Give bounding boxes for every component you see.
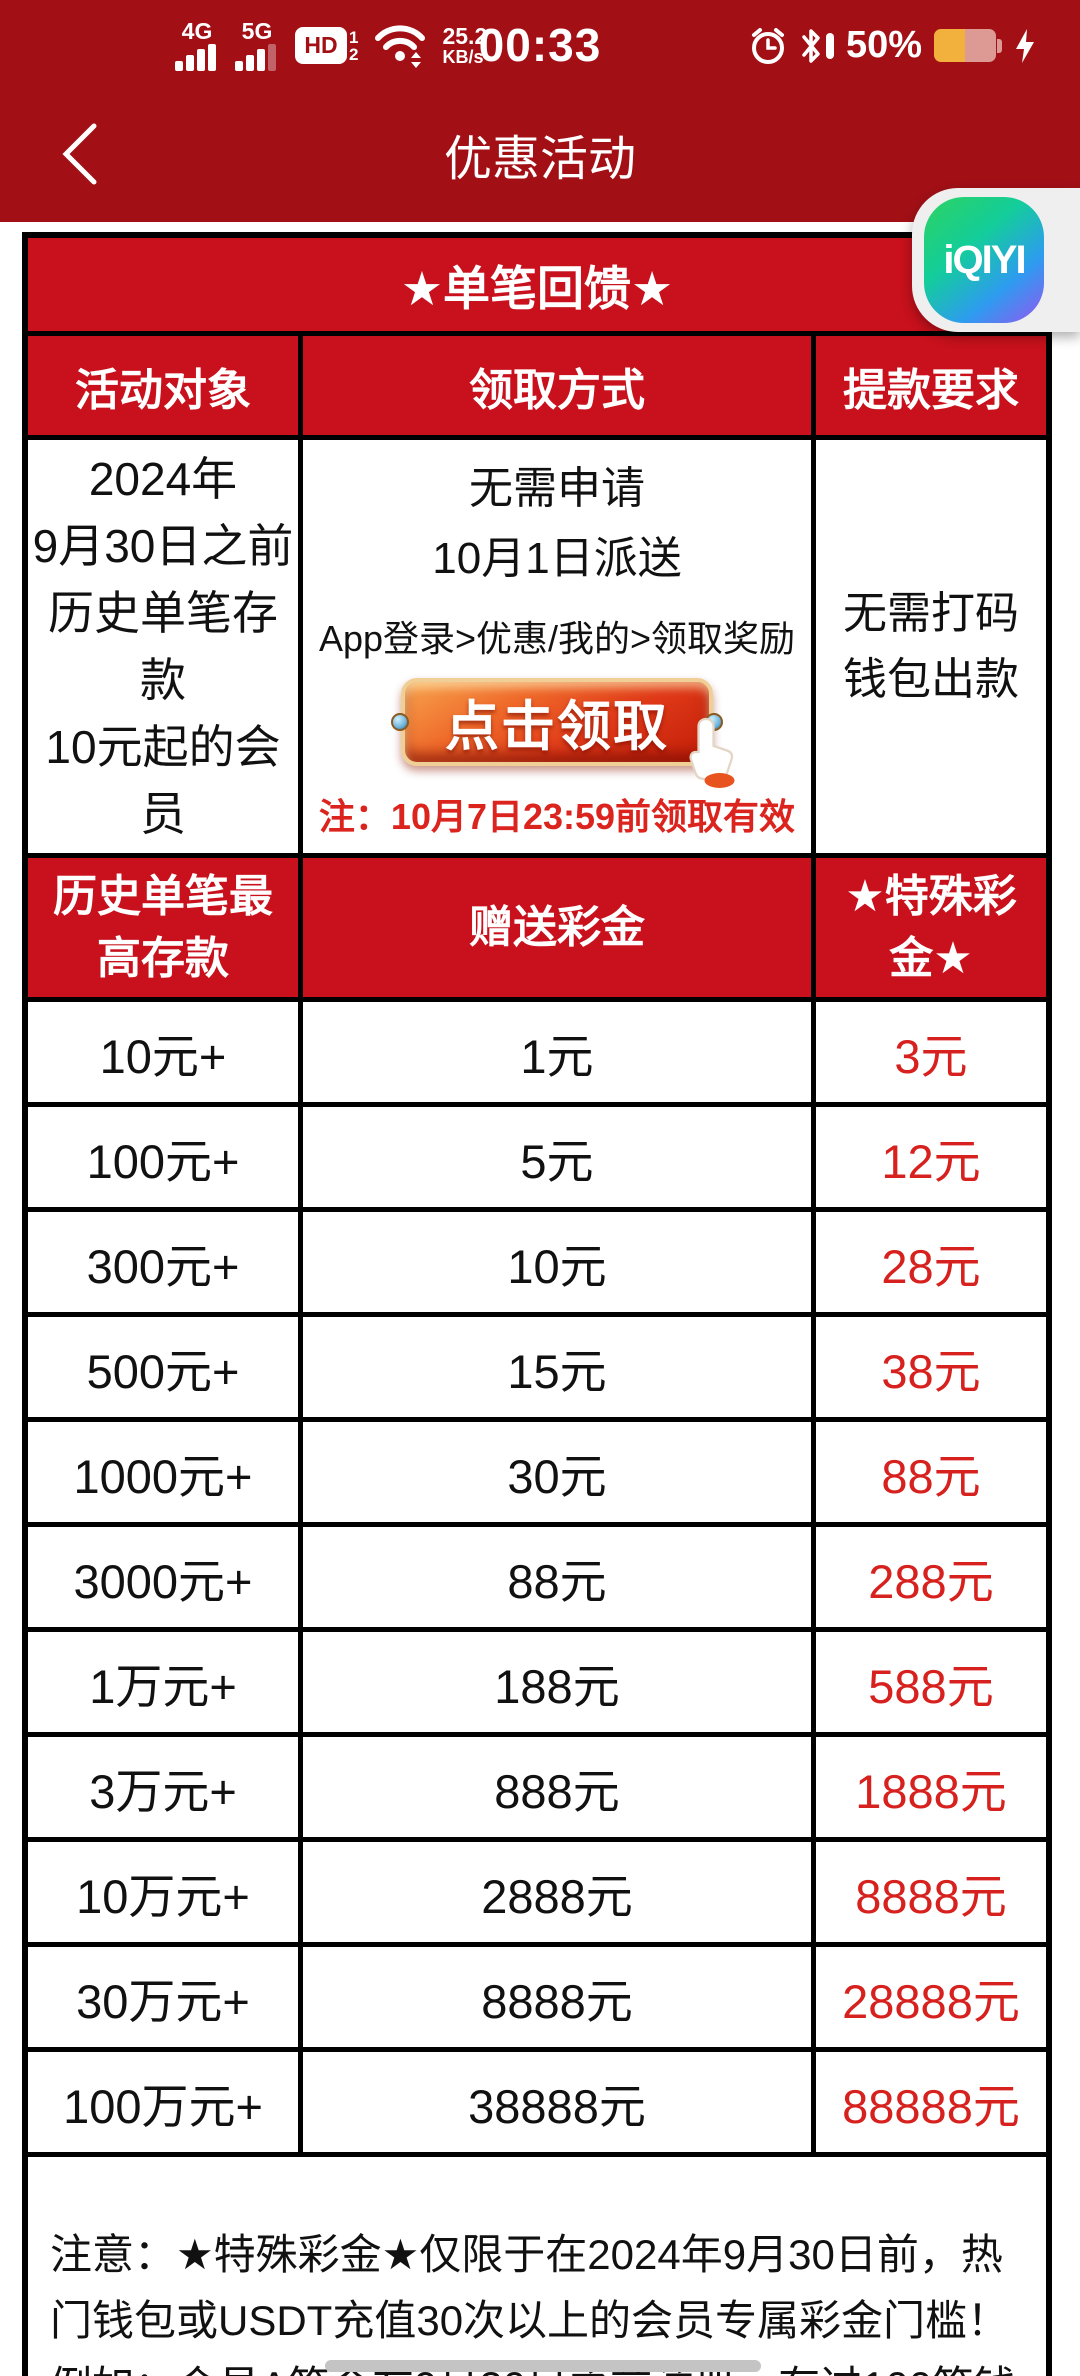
- withdraw-line: 无需打码: [843, 588, 1019, 638]
- tier-header-bonus: 赠送彩金: [303, 858, 811, 997]
- network-speed: 25.2 KB/s: [442, 24, 487, 67]
- tier-special-cell: 3元: [816, 1002, 1046, 1102]
- target-line: 9月30日之前: [32, 519, 294, 572]
- tier-special-cell: 38元: [816, 1317, 1046, 1417]
- col-header-claim: 领取方式: [303, 336, 811, 435]
- tier-bonus-cell: 10元: [303, 1212, 811, 1312]
- tier-deposit-cell: 10元+: [28, 1002, 298, 1102]
- claim-cell: 无需申请 10月1日派送 App登录>优惠/我的>领取奖励 点击领取 注：10月…: [303, 440, 811, 853]
- tier-deposit-cell: 500元+: [28, 1317, 298, 1417]
- speed-unit: KB/s: [442, 47, 484, 68]
- hd-sim2: 2: [349, 44, 359, 64]
- tier-deposit-cell: 300元+: [28, 1212, 298, 1312]
- battery-icon: [934, 29, 1002, 62]
- alarm-icon: [748, 26, 788, 66]
- signal-5g-label: 5G: [241, 18, 273, 44]
- iqiyi-logo: iQIYI: [924, 197, 1044, 323]
- target-line: 10元起的会员: [45, 720, 281, 840]
- battery-percent: 50%: [845, 24, 922, 66]
- col-header-withdraw: 提款要求: [816, 336, 1046, 435]
- hd-label: HD: [295, 27, 347, 64]
- button-stud-icon: [391, 712, 409, 731]
- page-title: 优惠活动: [443, 132, 636, 186]
- table-title: ★单笔回馈★: [28, 238, 1046, 331]
- tier-bonus-cell: 2888元: [303, 1842, 811, 1942]
- promo-table: ★单笔回馈★ 活动对象 领取方式 提款要求 2024年 9月30日之前 历史单笔…: [22, 232, 1052, 2376]
- claim-path: App登录>优惠/我的>领取奖励: [318, 617, 796, 659]
- tier-header-special: ★特殊彩金★: [816, 858, 1046, 997]
- tier-deposit-cell: 1万元+: [28, 1632, 298, 1732]
- target-line: 2024年: [88, 452, 238, 505]
- nav-bar: 优惠活动: [0, 85, 1080, 222]
- tier-special-cell: 588元: [816, 1632, 1046, 1732]
- wifi-icon: [374, 24, 426, 68]
- tier-bonus-cell: 188元: [303, 1632, 811, 1732]
- signal-4g-label: 4G: [181, 18, 213, 44]
- tier-bonus-cell: 38888元: [303, 2052, 811, 2152]
- iqiyi-logo-text: iQIYI: [943, 237, 1026, 282]
- tier-special-cell: 1888元: [816, 1737, 1046, 1837]
- status-time: 00:33: [478, 18, 602, 71]
- tier-deposit-cell: 100元+: [28, 1107, 298, 1207]
- tier-special-cell: 28888元: [816, 1947, 1046, 2047]
- tier-bonus-cell: 88元: [303, 1527, 811, 1627]
- hd-voice-icon: HD 1 2: [295, 27, 358, 64]
- target-cell: 2024年 9月30日之前 历史单笔存款 10元起的会员: [28, 440, 298, 853]
- claim-button[interactable]: 点击领取: [391, 677, 735, 788]
- tier-bonus-cell: 888元: [303, 1737, 811, 1837]
- tier-special-cell: 28元: [816, 1212, 1046, 1312]
- target-line: 历史单笔存款: [48, 586, 278, 706]
- withdraw-line: 钱包出款: [843, 654, 1019, 704]
- notice-cell: 注意：★特殊彩金★仅限于在2024年9月30日前，热门钱包或USDT充值30次以…: [28, 2157, 1046, 2376]
- claim-deadline-note: 注：10月7日23:59前领取有效: [318, 795, 796, 837]
- tier-deposit-cell: 1000元+: [28, 1422, 298, 1522]
- notice-text: 注意：★特殊彩金★仅限于在2024年9月30日前，热门钱包或USDT充值30次以…: [50, 2231, 1010, 2344]
- col-header-target: 活动对象: [28, 336, 298, 435]
- tier-bonus-cell: 15元: [303, 1317, 811, 1417]
- tier-special-cell: 288元: [816, 1527, 1046, 1627]
- status-bar: 4G 5G HD 1 2: [0, 0, 1080, 85]
- signal-5g-icon: 5G: [235, 20, 279, 71]
- charging-icon: [1014, 28, 1036, 64]
- pointer-hand-icon: [681, 716, 743, 788]
- claim-button-label: 点击领取: [445, 697, 669, 757]
- signal-4g-icon: 4G: [175, 20, 219, 71]
- tier-bonus-cell: 30元: [303, 1422, 811, 1522]
- speed-value: 25.2: [442, 22, 488, 49]
- withdraw-cell: 无需打码 钱包出款: [816, 440, 1046, 853]
- tier-deposit-cell: 100万元+: [28, 2052, 298, 2152]
- tier-special-cell: 88888元: [816, 2052, 1046, 2152]
- back-button[interactable]: [58, 122, 102, 186]
- iqiyi-widget[interactable]: iQIYI: [912, 188, 1080, 332]
- hd-sim1: 1: [349, 27, 359, 47]
- tier-header-deposit: 历史单笔最高存款: [28, 858, 298, 997]
- bluetooth-icon: [800, 28, 834, 64]
- tier-bonus-cell: 5元: [303, 1107, 811, 1207]
- tier-bonus-cell: 8888元: [303, 1947, 811, 2047]
- claim-line: 10月1日派送: [432, 533, 682, 583]
- claim-line: 无需申请: [469, 463, 645, 513]
- tier-special-cell: 12元: [816, 1107, 1046, 1207]
- tier-special-cell: 8888元: [816, 1842, 1046, 1942]
- tier-special-cell: 88元: [816, 1422, 1046, 1522]
- tier-deposit-cell: 3000元+: [28, 1527, 298, 1627]
- tier-deposit-cell: 10万元+: [28, 1842, 298, 1942]
- tier-deposit-cell: 30万元+: [28, 1947, 298, 2047]
- tier-bonus-cell: 1元: [303, 1002, 811, 1102]
- gesture-bar[interactable]: [325, 2360, 761, 2372]
- tier-deposit-cell: 3万元+: [28, 1737, 298, 1837]
